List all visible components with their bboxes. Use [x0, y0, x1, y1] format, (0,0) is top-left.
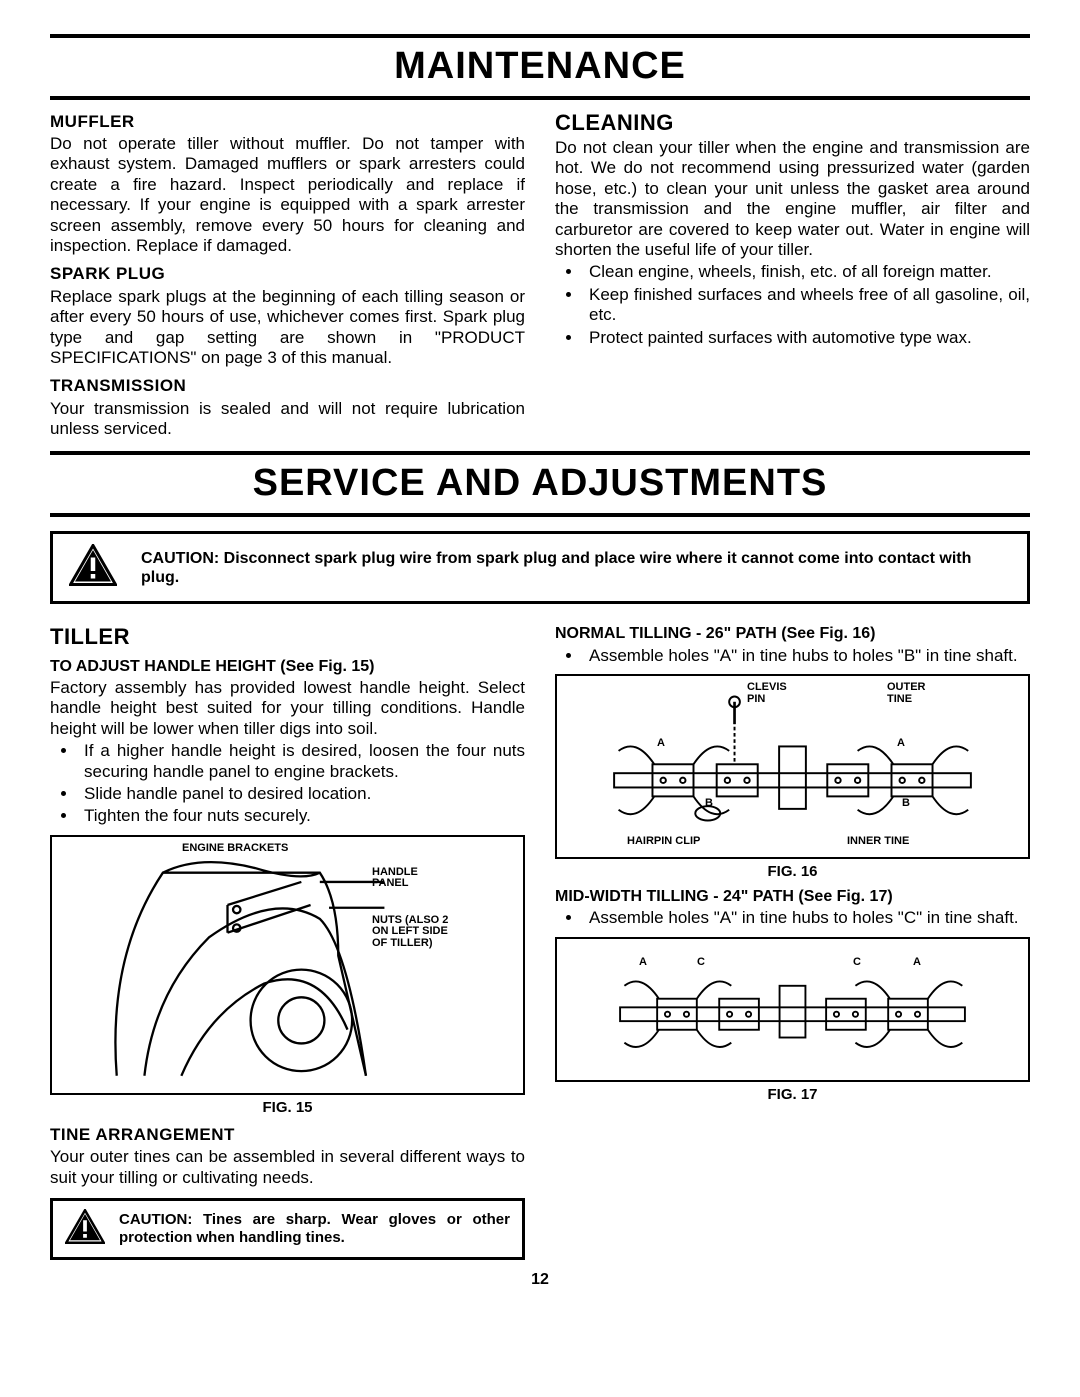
fig16-lbl-hairpin: HAIRPIN CLIP [627, 836, 700, 848]
service-right-col: NORMAL TILLING - 26" PATH (See Fig. 16) … [555, 618, 1030, 1260]
cleaning-item-1: Keep finished surfaces and wheels free o… [583, 285, 1030, 326]
handle-item-1: Slide handle panel to desired location. [78, 784, 525, 804]
page-number: 12 [50, 1270, 1030, 1289]
tine-arr-heading: TINE ARRANGEMENT [50, 1125, 525, 1145]
fig-16-box: CLEVIS PIN OUTER TINE A A B B HAIRPIN CL… [555, 674, 1030, 859]
normal-bullet: Assemble holes "A" in tine hubs to holes… [583, 646, 1030, 666]
handle-list: If a higher handle height is desired, lo… [50, 741, 525, 827]
fig17-lbl-C1: C [697, 957, 705, 969]
fig17-lbl-C2: C [853, 957, 861, 969]
fig-15-box: ENGINE BRACKETS HANDLE PANEL NUTS (ALSO … [50, 835, 525, 1095]
trans-body: Your transmission is sealed and will not… [50, 399, 525, 440]
normal-heading: NORMAL TILLING - 26" PATH (See Fig. 16) [555, 624, 1030, 643]
fig16-lbl-B2: B [902, 798, 910, 810]
fig-16-caption: FIG. 16 [555, 863, 1030, 881]
fig-16-illustration [565, 684, 1020, 849]
caution-main-box: CAUTION: Disconnect spark plug wire from… [50, 531, 1030, 604]
maintenance-right-col: CLEANING Do not clean your tiller when t… [555, 104, 1030, 442]
caution-main-text: CAUTION: Disconnect spark plug wire from… [141, 549, 1011, 587]
caution-tines-box: CAUTION: Tines are sharp. Wear gloves or… [50, 1198, 525, 1260]
fig16-lbl-inner: INNER TINE [847, 836, 909, 848]
fig-15-illustration [60, 845, 515, 1085]
maintenance-columns: MUFFLER Do not operate tiller without mu… [50, 104, 1030, 442]
maintenance-left-col: MUFFLER Do not operate tiller without mu… [50, 104, 525, 442]
fig16-lbl-outer: OUTER TINE [887, 682, 926, 705]
handle-body: Factory assembly has provided lowest han… [50, 678, 525, 739]
warning-icon [69, 544, 117, 591]
fig15-lbl-engine: ENGINE BRACKETS [182, 843, 288, 855]
service-left-col: TILLER TO ADJUST HANDLE HEIGHT (See Fig.… [50, 618, 525, 1260]
fig-17-illustration [565, 947, 1020, 1072]
tine-arr-body: Your outer tines can be assembled in sev… [50, 1147, 525, 1188]
handle-item-2: Tighten the four nuts securely. [78, 806, 525, 826]
cleaning-body: Do not clean your tiller when the engine… [555, 138, 1030, 260]
service-title: SERVICE AND ADJUSTMENTS [50, 461, 1030, 507]
fig17-lbl-A2: A [913, 957, 921, 969]
fig15-lbl-nuts: NUTS (ALSO 2 ON LEFT SIDE OF TILLER) [372, 915, 448, 950]
caution-tines-text: CAUTION: Tines are sharp. Wear gloves or… [119, 1211, 510, 1247]
trans-heading: TRANSMISSION [50, 376, 525, 396]
warning-icon [65, 1209, 105, 1249]
fig-15-caption: FIG. 15 [50, 1099, 525, 1117]
muffler-heading: MUFFLER [50, 112, 525, 132]
fig16-lbl-A1: A [657, 738, 665, 750]
maintenance-title: MAINTENANCE [50, 44, 1030, 90]
spark-body: Replace spark plugs at the beginning of … [50, 287, 525, 369]
mid-heading: MID-WIDTH TILLING - 24" PATH (See Fig. 1… [555, 887, 1030, 906]
mid-bullet: Assemble holes "A" in tine hubs to holes… [583, 908, 1030, 928]
service-columns: TILLER TO ADJUST HANDLE HEIGHT (See Fig.… [50, 618, 1030, 1260]
normal-list: Assemble holes "A" in tine hubs to holes… [555, 646, 1030, 666]
cleaning-heading: CLEANING [555, 110, 1030, 136]
fig16-lbl-B1: B [705, 798, 713, 810]
handle-item-0: If a higher handle height is desired, lo… [78, 741, 525, 782]
tiller-heading: TILLER [50, 624, 525, 650]
muffler-body: Do not operate tiller without muffler. D… [50, 134, 525, 256]
fig-17-caption: FIG. 17 [555, 1086, 1030, 1104]
cleaning-list: Clean engine, wheels, finish, etc. of al… [555, 262, 1030, 348]
fig17-lbl-A1: A [639, 957, 647, 969]
spark-heading: SPARK PLUG [50, 264, 525, 284]
handle-heading: TO ADJUST HANDLE HEIGHT (See Fig. 15) [50, 657, 525, 676]
fig16-lbl-A2: A [897, 738, 905, 750]
cleaning-item-2: Protect painted surfaces with automotive… [583, 328, 1030, 348]
fig16-lbl-clevis: CLEVIS PIN [747, 682, 787, 705]
fig15-lbl-handle: HANDLE PANEL [372, 867, 418, 890]
cleaning-item-0: Clean engine, wheels, finish, etc. of al… [583, 262, 1030, 282]
fig-17-box: A C C A [555, 937, 1030, 1082]
mid-list: Assemble holes "A" in tine hubs to holes… [555, 908, 1030, 928]
